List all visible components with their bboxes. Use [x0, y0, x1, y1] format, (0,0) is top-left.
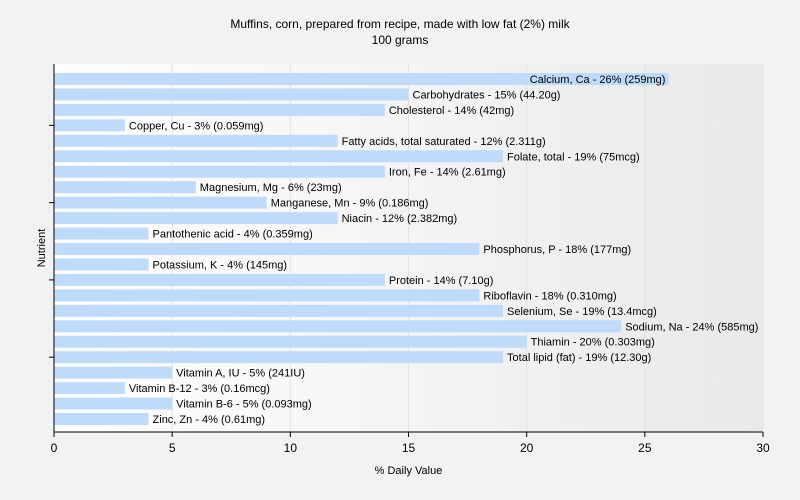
- bar: [54, 289, 480, 302]
- bar: [54, 119, 125, 132]
- x-tick-label: 20: [520, 441, 534, 455]
- bar: [54, 273, 385, 286]
- bar-label: Carbohydrates - 15% (44.20g): [413, 89, 561, 101]
- bar-label: Niacin - 12% (2.382mg): [342, 213, 458, 225]
- bar-label: Iron, Fe - 14% (2.61mg): [389, 167, 506, 179]
- chart-title: Muffins, corn, prepared from recipe, mad…: [230, 17, 570, 31]
- bar: [54, 196, 267, 209]
- bar: [54, 181, 196, 194]
- bar-label: Fatty acids, total saturated - 12% (2.31…: [342, 136, 546, 148]
- y-axis-label: Nutrient: [36, 228, 48, 268]
- bar-label: Vitamin B-12 - 3% (0.16mcg): [129, 383, 270, 395]
- bar-label: Vitamin A, IU - 5% (241IU): [176, 368, 305, 380]
- bar-label: Riboflavin - 18% (0.310mg): [483, 290, 616, 302]
- bar: [54, 73, 669, 85]
- bar-label: Total lipid (fat) - 19% (12.30g): [507, 352, 651, 364]
- bar: [54, 227, 149, 240]
- bar-label: Calcium, Ca - 26% (259mg): [530, 74, 666, 86]
- bar: [54, 134, 338, 147]
- bar-label: Protein - 14% (7.10g): [389, 275, 494, 287]
- bar: [54, 397, 173, 410]
- bar-label: Cholesterol - 14% (42mg): [389, 105, 514, 117]
- bar: [54, 258, 149, 271]
- bar: [54, 103, 385, 116]
- x-axis-label: % Daily Value: [374, 465, 443, 477]
- bar: [54, 304, 504, 317]
- bar-label: Copper, Cu - 3% (0.059mg): [129, 120, 264, 132]
- bar-label: Potassium, K - 4% (145mg): [153, 259, 287, 271]
- x-tick-label: 25: [638, 441, 652, 455]
- bar-label: Phosphorus, P - 18% (177mg): [483, 244, 631, 256]
- bar: [54, 165, 385, 178]
- bar-label: Sodium, Na - 24% (585mg): [625, 321, 758, 333]
- bar-label: Pantothenic acid - 4% (0.359mg): [153, 229, 313, 241]
- bar: [54, 150, 504, 163]
- bar: [54, 413, 149, 425]
- x-tick-label: 5: [169, 441, 176, 455]
- x-tick-label: 30: [756, 441, 770, 455]
- bar: [54, 212, 338, 225]
- bar: [54, 366, 173, 379]
- x-tick-label: 15: [402, 441, 416, 455]
- x-tick-label: 0: [51, 441, 58, 455]
- bar-label: Zinc, Zn - 4% (0.61mg): [153, 414, 265, 426]
- bar-label: Thiamin - 20% (0.303mg): [531, 337, 655, 349]
- bar: [54, 351, 504, 364]
- bar: [54, 320, 622, 333]
- bar: [54, 88, 409, 101]
- bar-label: Folate, total - 19% (75mcg): [507, 151, 640, 163]
- x-tick-label: 10: [284, 441, 298, 455]
- bar: [54, 382, 125, 395]
- bar-label: Selenium, Se - 19% (13.4mcg): [507, 306, 657, 318]
- chart-subtitle: 100 grams: [371, 33, 429, 47]
- bar-label: Vitamin B-6 - 5% (0.093mg): [176, 399, 312, 411]
- bar-label: Manganese, Mn - 9% (0.186mg): [271, 198, 429, 210]
- bar-label: Magnesium, Mg - 6% (23mg): [200, 182, 342, 194]
- bar: [54, 243, 480, 255]
- bar: [54, 335, 527, 348]
